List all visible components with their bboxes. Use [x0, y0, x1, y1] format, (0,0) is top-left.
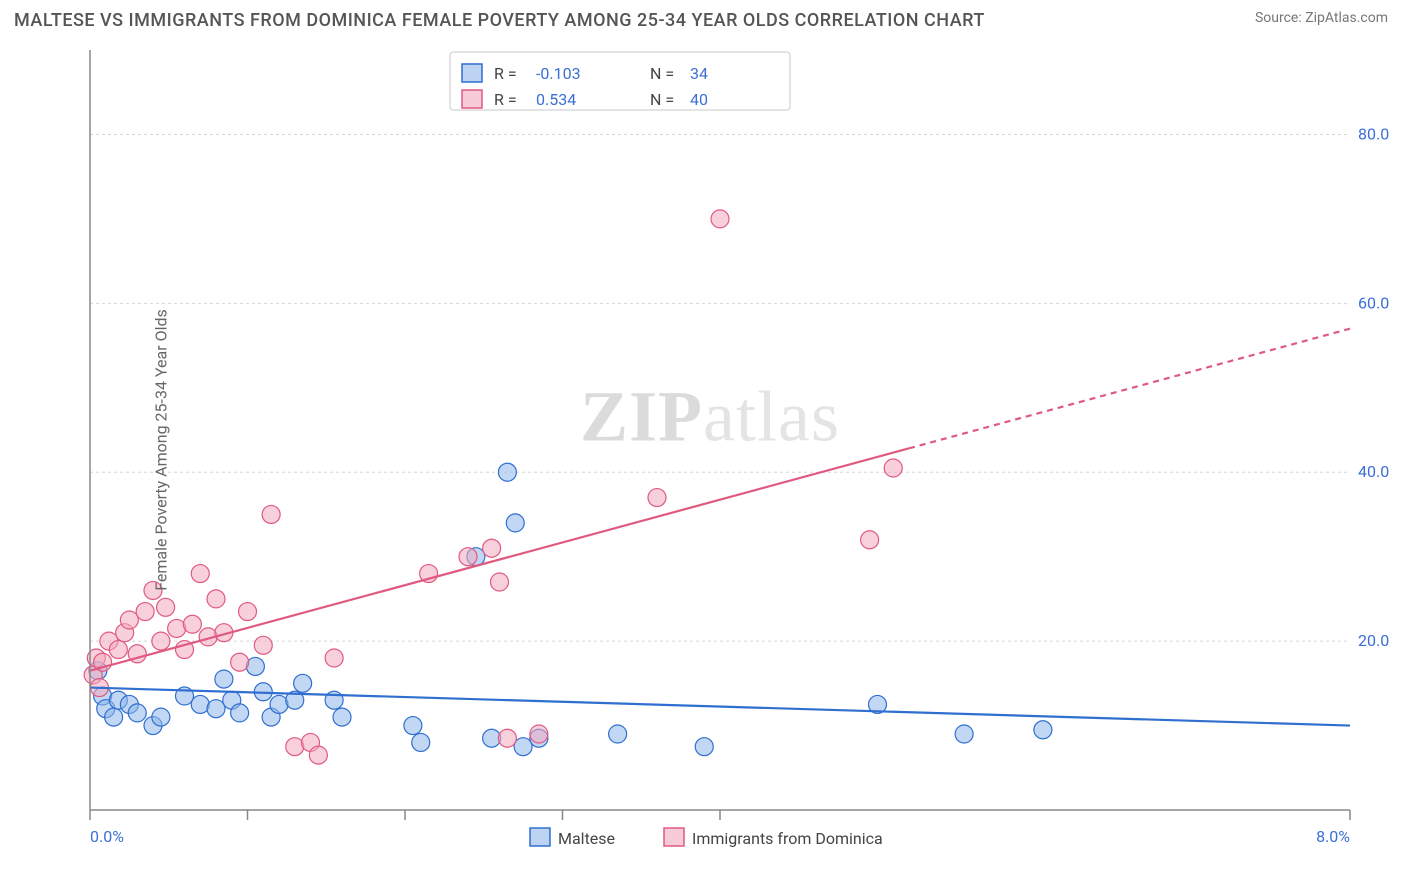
- data-point: [412, 733, 430, 751]
- data-point: [1034, 721, 1052, 739]
- data-point: [215, 670, 233, 688]
- y-tick-label: 40.0%: [1358, 462, 1390, 481]
- data-point: [128, 704, 146, 722]
- data-point: [333, 708, 351, 726]
- data-point: [491, 573, 509, 591]
- data-point: [207, 590, 225, 608]
- data-point: [286, 738, 304, 756]
- trend-line-extrapolated: [909, 329, 1350, 449]
- data-point: [152, 708, 170, 726]
- y-axis-label: Female Poverty Among 25-34 Year Olds: [151, 309, 170, 591]
- data-point: [695, 738, 713, 756]
- data-point: [884, 459, 902, 477]
- data-point: [207, 700, 225, 718]
- data-point: [191, 565, 209, 583]
- chart-container: Female Poverty Among 25-34 Year Olds ZIP…: [30, 40, 1390, 860]
- y-tick-label: 60.0%: [1358, 293, 1390, 312]
- data-point: [136, 603, 154, 621]
- stat-label: R =: [494, 64, 517, 83]
- stat-r-value: 0.534: [536, 90, 576, 109]
- x-tick-label: 0.0%: [90, 827, 124, 846]
- data-point: [254, 636, 272, 654]
- y-tick-label: 20.0%: [1358, 631, 1390, 650]
- stat-label: R =: [494, 90, 517, 109]
- data-point: [325, 649, 343, 667]
- legend-label: Maltese: [558, 829, 615, 848]
- data-point: [648, 489, 666, 507]
- data-point: [239, 603, 257, 621]
- data-point: [609, 725, 627, 743]
- data-point: [191, 695, 209, 713]
- data-point: [955, 725, 973, 743]
- data-point: [498, 463, 516, 481]
- data-point: [506, 514, 524, 532]
- data-point: [152, 632, 170, 650]
- scatter-plot: 20.0% 40.0% 60.0% 80.0% 0.0% 8.0% R = -0.103 N =…: [30, 40, 1390, 860]
- stat-label: N =: [650, 90, 674, 109]
- data-point: [246, 657, 264, 675]
- data-point: [514, 738, 532, 756]
- data-point: [231, 653, 249, 671]
- data-point: [530, 725, 548, 743]
- source-prefix: Source:: [1255, 10, 1305, 26]
- stat-n-value: 40: [690, 90, 708, 109]
- legend-swatch: [462, 64, 482, 82]
- legend-swatch: [664, 828, 684, 846]
- x-tick-label: 8.0%: [1316, 827, 1350, 846]
- stat-n-value: 34: [690, 64, 708, 83]
- source-link[interactable]: ZipAtlas.com: [1305, 10, 1388, 26]
- data-point: [459, 548, 477, 566]
- trend-line: [90, 448, 909, 670]
- stat-label: N =: [650, 64, 674, 83]
- data-point: [861, 531, 879, 549]
- data-point: [262, 505, 280, 523]
- data-point: [711, 210, 729, 228]
- data-point: [483, 539, 501, 557]
- data-point: [105, 708, 123, 726]
- data-point: [294, 674, 312, 692]
- data-point: [109, 641, 127, 659]
- data-point: [157, 598, 175, 616]
- legend-swatch: [530, 828, 550, 846]
- stat-r-value: -0.103: [536, 64, 581, 83]
- data-point: [183, 615, 201, 633]
- data-point: [404, 717, 422, 735]
- legend-label: Immigrants from Dominica: [692, 829, 883, 848]
- data-point: [120, 611, 138, 629]
- data-point: [270, 695, 288, 713]
- chart-title: MALTESE VS IMMIGRANTS FROM DOMINICA FEMA…: [14, 10, 985, 31]
- y-tick-label: 80.0%: [1358, 124, 1390, 143]
- legend-swatch: [462, 90, 482, 108]
- data-point: [309, 746, 327, 764]
- data-point: [498, 729, 516, 747]
- source-attribution: Source: ZipAtlas.com: [1255, 10, 1388, 26]
- data-point: [231, 704, 249, 722]
- data-point: [168, 619, 186, 637]
